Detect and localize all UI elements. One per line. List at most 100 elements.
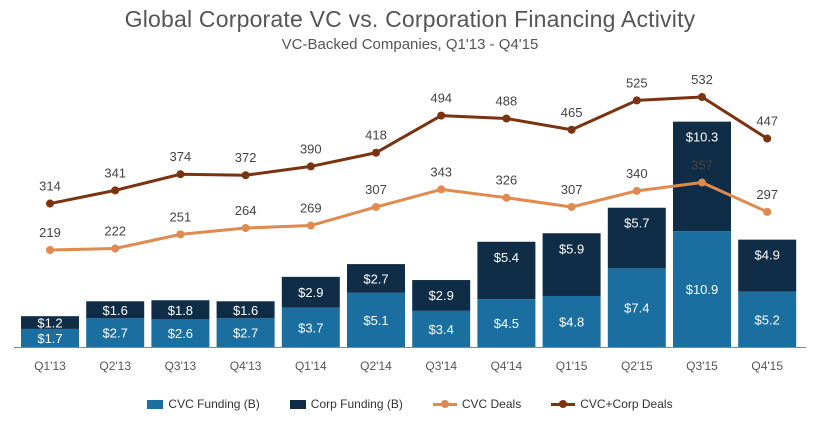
x-tick-label-7: Q4'14 [491, 359, 523, 373]
legend-label-cvc-funding: CVC Funding (B) [168, 397, 260, 411]
x-tick-label-1: Q2'13 [99, 359, 131, 373]
point-label-cvc-corp-deals-4: 390 [300, 141, 322, 156]
point-cvc-deals-9 [632, 186, 641, 195]
x-tick-label-2: Q3'13 [165, 359, 197, 373]
point-label-cvc-deals-8: 307 [561, 182, 583, 197]
x-tick-label-10: Q3'15 [686, 359, 718, 373]
bar-label-cvc-funding-b-8: $4.8 [559, 314, 584, 329]
point-label-cvc-deals-1: 222 [104, 224, 126, 239]
bar-corp-funding-b-8 [542, 233, 601, 296]
point-cvc-deals-2 [176, 230, 185, 239]
legend-label-cvc-corp-deals: CVC+Corp Deals [580, 397, 673, 411]
point-cvc-deals-1 [111, 244, 120, 253]
point-cvc-corp-deals-10 [698, 93, 706, 101]
bar-label-corp-funding-b-3: $1.6 [233, 303, 258, 318]
x-tick-label-0: Q1'13 [34, 359, 66, 373]
point-cvc-deals-6 [437, 185, 446, 194]
legend-swatch-cvc-corp-deals [551, 399, 576, 409]
point-label-cvc-deals-11: 297 [756, 187, 778, 202]
bar-cvc-funding-b-7 [477, 299, 536, 347]
point-label-cvc-deals-9: 340 [626, 166, 648, 181]
bar-corp-funding-b-6 [412, 280, 471, 311]
point-cvc-deals-10 [698, 178, 706, 187]
bar-label-corp-funding-b-1: $1.6 [103, 303, 128, 318]
point-cvc-deals-11 [763, 207, 772, 216]
bar-label-cvc-funding-b-4: $3.7 [298, 320, 323, 335]
bar-cvc-funding-b-11 [738, 291, 797, 347]
legend-swatch-corp-funding [289, 399, 306, 409]
point-cvc-corp-deals-4 [306, 162, 315, 171]
point-label-cvc-corp-deals-2: 374 [170, 149, 192, 164]
point-label-cvc-corp-deals-5: 418 [365, 128, 387, 143]
point-cvc-deals-4 [306, 221, 315, 230]
point-cvc-corp-deals-8 [567, 125, 576, 134]
bar-label-corp-funding-b-0: $1.2 [37, 316, 62, 331]
bar-label-cvc-funding-b-3: $2.7 [233, 326, 258, 341]
point-label-cvc-corp-deals-1: 341 [104, 165, 126, 180]
bar-label-corp-funding-b-4: $2.9 [298, 285, 323, 300]
x-tick-label-11: Q4'15 [751, 359, 783, 373]
point-label-cvc-corp-deals-0: 314 [39, 179, 61, 194]
point-cvc-corp-deals-11 [763, 134, 772, 143]
bar-label-corp-funding-b-9: $5.7 [624, 216, 649, 231]
point-label-cvc-corp-deals-8: 465 [561, 105, 583, 120]
legend-item-cvc-deals: CVC Deals [432, 397, 521, 411]
chart-title: Global Corporate VC vs. Corporation Fina… [124, 6, 696, 32]
point-label-cvc-corp-deals-11: 447 [756, 114, 778, 129]
bar-label-cvc-funding-b-7: $4.5 [494, 316, 519, 331]
bar-label-cvc-funding-b-2: $2.6 [168, 326, 193, 341]
bar-label-corp-funding-b-6: $2.9 [429, 288, 454, 303]
bar-corp-funding-b-1 [86, 301, 145, 319]
point-label-cvc-corp-deals-7: 488 [496, 94, 518, 109]
bar-cvc-funding-b-0 [21, 328, 79, 347]
bar-corp-funding-b-7 [477, 241, 536, 300]
legend-swatch-cvc-funding [147, 399, 164, 409]
bar-corp-funding-b-2 [151, 300, 210, 320]
bar-corp-funding-b-5 [347, 264, 405, 293]
bar-label-cvc-funding-b-6: $3.4 [429, 322, 454, 337]
x-tick-label-4: Q1'14 [295, 359, 327, 373]
point-cvc-corp-deals-9 [632, 96, 641, 105]
bar-cvc-funding-b-3 [216, 318, 275, 347]
bar-label-corp-funding-b-10: $10.3 [686, 130, 719, 145]
point-cvc-corp-deals-0 [46, 199, 54, 208]
line-cvc-corp-deals [49, 95, 769, 206]
bar-label-cvc-funding-b-11: $5.2 [755, 312, 780, 327]
bar-corp-funding-b-4 [281, 276, 340, 308]
point-label-cvc-corp-deals-3: 372 [235, 150, 257, 165]
point-cvc-deals-3 [241, 224, 250, 233]
point-cvc-corp-deals-7 [502, 114, 511, 123]
bar-label-corp-funding-b-5: $2.7 [363, 271, 388, 286]
point-cvc-corp-deals-1 [111, 186, 120, 195]
x-tick-label-6: Q3'14 [425, 359, 457, 373]
point-cvc-corp-deals-3 [241, 171, 250, 180]
point-cvc-corp-deals-5 [372, 148, 380, 157]
point-cvc-deals-8 [567, 202, 576, 211]
point-label-cvc-corp-deals-9: 525 [626, 75, 648, 90]
point-label-cvc-deals-6: 343 [430, 164, 452, 179]
legend-item-corp-funding: Corp Funding (B) [289, 397, 403, 411]
bar-corp-funding-b-9 [607, 207, 666, 269]
bar-corp-funding-b-11 [738, 239, 797, 292]
bar-label-cvc-funding-b-1: $2.7 [103, 326, 128, 341]
bar-corp-funding-b-0 [21, 316, 79, 329]
bar-cvc-funding-b-2 [151, 319, 210, 347]
point-cvc-corp-deals-2 [176, 170, 185, 179]
point-cvc-deals-7 [502, 193, 511, 202]
point-cvc-deals-5 [372, 202, 380, 211]
bar-label-cvc-funding-b-0: $1.7 [37, 331, 62, 346]
bar-label-cvc-funding-b-5: $5.1 [363, 313, 388, 328]
legend-item-cvc-funding: CVC Funding (B) [147, 397, 260, 411]
point-label-cvc-deals-2: 251 [170, 209, 192, 224]
line-cvc-deals [49, 181, 768, 252]
legend-swatch-cvc-deals [432, 399, 457, 409]
bar-label-corp-funding-b-2: $1.8 [168, 303, 193, 318]
bar-cvc-funding-b-8 [542, 295, 601, 347]
point-label-cvc-deals-3: 264 [235, 203, 257, 218]
point-label-cvc-deals-0: 219 [39, 225, 61, 240]
point-label-cvc-corp-deals-10: 532 [691, 72, 713, 87]
chart-subtitle: VC-Backed Companies, Q1'13 - Q4'15 [281, 36, 539, 53]
point-label-cvc-deals-4: 269 [300, 201, 322, 216]
x-tick-label-8: Q1'15 [556, 359, 588, 373]
